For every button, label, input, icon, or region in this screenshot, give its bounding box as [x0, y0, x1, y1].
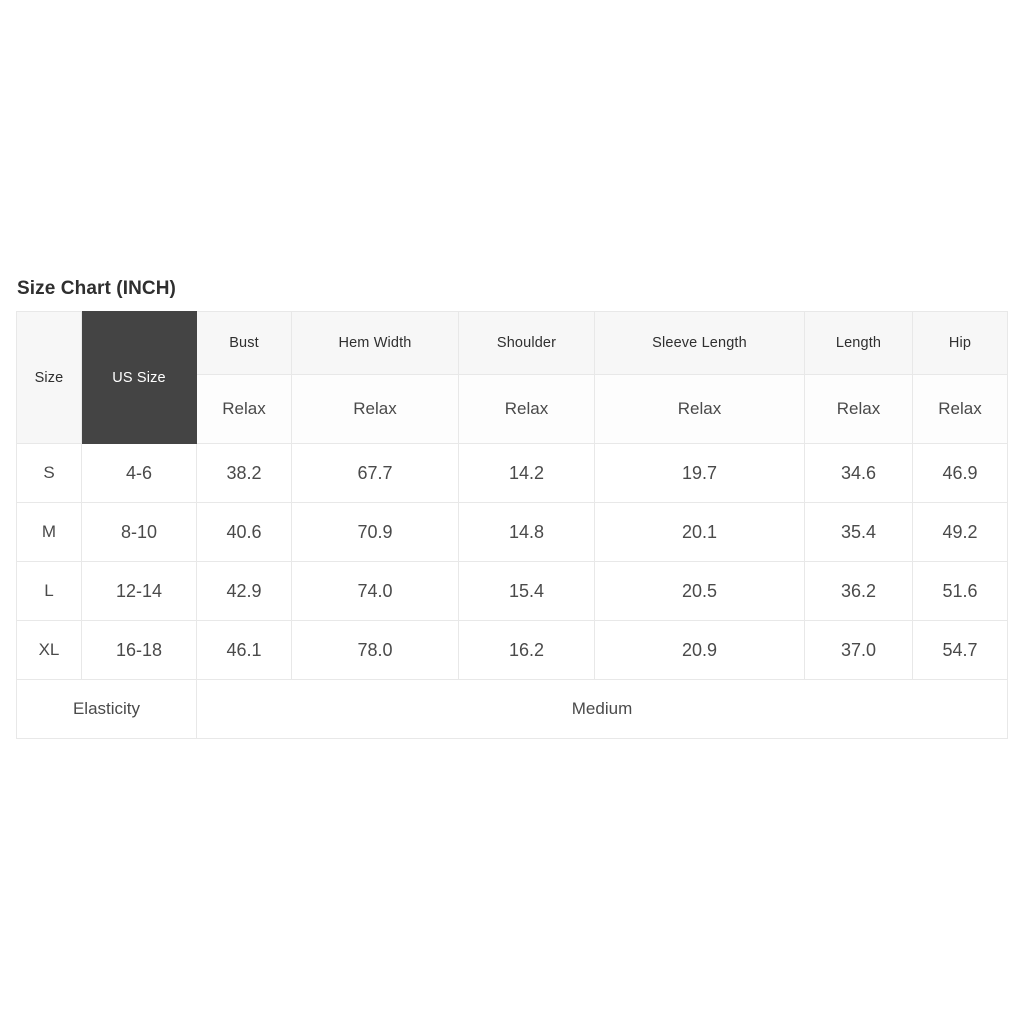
elasticity-label: Elasticity: [16, 679, 197, 739]
table-row: S 4-6 38.2 67.7 14.2 19.7 34.6 46.9: [16, 443, 1008, 503]
cell-us-size: 8-10: [81, 502, 197, 562]
column-header-bust: Bust: [196, 311, 292, 375]
cell-us-size: 16-18: [81, 620, 197, 680]
column-header-length: Length: [804, 311, 913, 375]
cell-hip: 46.9: [912, 443, 1008, 503]
column-header-us-size: US Size: [81, 311, 197, 444]
cell-hem-width: 70.9: [291, 502, 459, 562]
size-chart-table: Size US Size Bust Hem Width Shoulder Sle…: [16, 311, 1008, 739]
cell-sleeve-length: 20.5: [594, 561, 805, 621]
cell-shoulder: 14.2: [458, 443, 595, 503]
table-body: S 4-6 38.2 67.7 14.2 19.7 34.6 46.9 M 8-…: [16, 443, 1008, 739]
size-chart-container: Size Chart (INCH) Size US Size Bust Hem …: [16, 278, 1008, 739]
cell-bust: 40.6: [196, 502, 292, 562]
column-header-hip: Hip: [912, 311, 1008, 375]
cell-hip: 54.7: [912, 620, 1008, 680]
cell-size: S: [16, 443, 82, 503]
subheader-hip-fit: Relax: [912, 374, 1008, 444]
cell-bust: 46.1: [196, 620, 292, 680]
page-title: Size Chart (INCH): [17, 278, 176, 299]
cell-shoulder: 14.8: [458, 502, 595, 562]
cell-size: XL: [16, 620, 82, 680]
cell-bust: 42.9: [196, 561, 292, 621]
column-header-shoulder: Shoulder: [458, 311, 595, 375]
table-row: M 8-10 40.6 70.9 14.8 20.1 35.4 49.2: [16, 502, 1008, 562]
subheader-bust-fit: Relax: [196, 374, 292, 444]
cell-bust: 38.2: [196, 443, 292, 503]
cell-hem-width: 67.7: [291, 443, 459, 503]
subheader-length-fit: Relax: [804, 374, 913, 444]
cell-hip: 49.2: [912, 502, 1008, 562]
cell-sleeve-length: 19.7: [594, 443, 805, 503]
subheader-hem-width-fit: Relax: [291, 374, 459, 444]
elasticity-value: Medium: [196, 679, 1008, 739]
column-header-sleeve-length: Sleeve Length: [594, 311, 805, 375]
cell-hem-width: 74.0: [291, 561, 459, 621]
header-row-primary: Size US Size Bust Hem Width Shoulder Sle…: [16, 311, 1008, 444]
table-row: XL 16-18 46.1 78.0 16.2 20.9 37.0 54.7: [16, 620, 1008, 680]
cell-length: 36.2: [804, 561, 913, 621]
cell-length: 37.0: [804, 620, 913, 680]
column-header-hem-width: Hem Width: [291, 311, 459, 375]
cell-length: 34.6: [804, 443, 913, 503]
cell-shoulder: 16.2: [458, 620, 595, 680]
cell-us-size: 4-6: [81, 443, 197, 503]
table-row: L 12-14 42.9 74.0 15.4 20.5 36.2 51.6: [16, 561, 1008, 621]
cell-us-size: 12-14: [81, 561, 197, 621]
table-header: Size US Size Bust Hem Width Shoulder Sle…: [16, 311, 1008, 444]
cell-hem-width: 78.0: [291, 620, 459, 680]
subheader-sleeve-length-fit: Relax: [594, 374, 805, 444]
cell-size: L: [16, 561, 82, 621]
cell-length: 35.4: [804, 502, 913, 562]
subheader-shoulder-fit: Relax: [458, 374, 595, 444]
cell-sleeve-length: 20.9: [594, 620, 805, 680]
cell-shoulder: 15.4: [458, 561, 595, 621]
elasticity-row: Elasticity Medium: [16, 679, 1008, 739]
column-header-size: Size: [16, 311, 82, 444]
header-row-secondary: Relax Relax Relax Relax Relax Relax: [17, 374, 1008, 444]
cell-sleeve-length: 20.1: [594, 502, 805, 562]
cell-size: M: [16, 502, 82, 562]
cell-hip: 51.6: [912, 561, 1008, 621]
